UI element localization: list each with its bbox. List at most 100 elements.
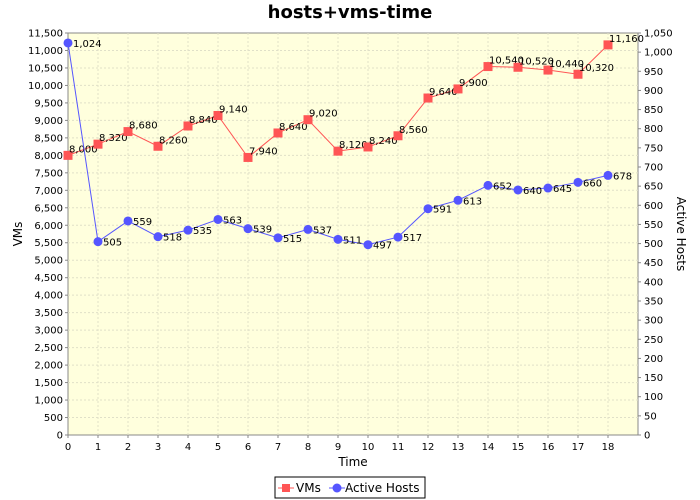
right-tick-label: 500 xyxy=(644,239,663,250)
hosts-point xyxy=(93,237,103,247)
hosts-point xyxy=(63,38,73,48)
right-tick-label: 250 xyxy=(644,335,663,346)
left-tick-label: 3,500 xyxy=(34,308,63,319)
vms-point xyxy=(453,84,463,94)
right-tick-label: 200 xyxy=(644,354,663,365)
hosts-point xyxy=(123,216,133,226)
legend: VMs Active Hosts xyxy=(274,476,426,499)
hosts-data-label: 645 xyxy=(553,184,572,195)
left-tick-label: 8,500 xyxy=(34,133,63,144)
hosts-data-label: 1,024 xyxy=(73,39,102,50)
right-tick-label: 300 xyxy=(644,316,663,327)
x-tick-label: 18 xyxy=(602,442,615,453)
vms-point xyxy=(303,115,313,125)
x-tick-label: 2 xyxy=(125,442,131,453)
hosts-data-label: 678 xyxy=(613,171,632,182)
hosts-point xyxy=(453,195,463,205)
left-tick-label: 1,000 xyxy=(34,396,63,407)
right-tick-label: 900 xyxy=(644,86,663,97)
vms-data-label: 9,140 xyxy=(219,104,248,115)
hosts-data-label: 515 xyxy=(283,234,302,245)
x-tick-label: 6 xyxy=(245,442,251,453)
legend-vms-label: VMs xyxy=(296,481,321,495)
hosts-data-label: 563 xyxy=(223,215,242,226)
vms-point xyxy=(513,62,523,72)
right-tick-label: 800 xyxy=(644,124,663,135)
vms-point xyxy=(213,110,223,120)
left-axis-label: VMs xyxy=(11,222,25,247)
vms-point xyxy=(483,62,493,72)
right-tick-label: 850 xyxy=(644,105,663,116)
left-tick-label: 7,500 xyxy=(34,168,63,179)
vms-data-label: 9,020 xyxy=(309,109,338,120)
series-hosts: 1,024 505 559 518 535 563 539 515 537 511 497 517 59… xyxy=(63,38,632,252)
right-tick-label: 350 xyxy=(644,297,663,308)
hosts-data-label: 518 xyxy=(163,233,182,244)
vms-data-label: 9,900 xyxy=(459,78,488,89)
right-tick-label: 150 xyxy=(644,373,663,384)
hosts-point xyxy=(483,180,493,190)
x-tick-label: 14 xyxy=(482,442,495,453)
vms-data-label: 8,320 xyxy=(99,133,128,144)
hosts-data-label: 660 xyxy=(583,178,602,189)
vms-point xyxy=(153,141,163,151)
left-tick-label: 10,500 xyxy=(28,63,63,74)
hosts-point xyxy=(543,183,553,193)
vms-point xyxy=(93,139,103,149)
hosts-point xyxy=(273,233,283,243)
x-tick-label: 1 xyxy=(95,442,101,453)
left-tick-label: 9,500 xyxy=(34,98,63,109)
right-tick-label: 550 xyxy=(644,220,663,231)
right-axis: 0 50 100 150 200 250 300 350 400 450 500 550 600 650 7… xyxy=(638,29,673,442)
right-tick-label: 1,050 xyxy=(644,29,673,40)
left-tick-label: 8,000 xyxy=(34,151,63,162)
x-tick-label: 0 xyxy=(65,442,71,453)
hosts-point xyxy=(243,224,253,234)
hosts-point xyxy=(153,232,163,242)
hosts-point xyxy=(183,225,193,235)
x-axis-label: Time xyxy=(337,455,367,469)
vms-data-label: 10,320 xyxy=(579,63,614,74)
vms-point xyxy=(393,131,403,141)
left-tick-label: 500 xyxy=(44,413,63,424)
vms-data-label: 10,440 xyxy=(549,59,584,70)
legend-box xyxy=(274,476,426,499)
left-tick-label: 5,000 xyxy=(34,256,63,267)
vms-data-label: 8,840 xyxy=(189,115,218,126)
right-tick-label: 750 xyxy=(644,143,663,154)
vms-data-label: 9,640 xyxy=(429,87,458,98)
x-tick-label: 12 xyxy=(422,442,435,453)
hosts-point xyxy=(513,185,523,195)
left-tick-label: 2,000 xyxy=(34,361,63,372)
vms-point xyxy=(183,121,193,131)
hosts-data-label: 559 xyxy=(133,217,152,228)
x-axis: 0 1 2 3 4 5 6 7 8 9 10 11 12 13 14 15 16 17 18 xyxy=(65,435,615,453)
hosts-point xyxy=(573,177,583,187)
hosts-data-label: 535 xyxy=(193,226,212,237)
hosts-data-label: 517 xyxy=(403,233,422,244)
left-tick-label: 6,500 xyxy=(34,203,63,214)
right-axis-label: Active Hosts xyxy=(674,197,688,272)
vms-point xyxy=(63,150,73,160)
vms-data-label: 10,540 xyxy=(489,56,524,67)
right-tick-label: 600 xyxy=(644,201,663,212)
vms-data-label: 10,520 xyxy=(519,56,554,67)
hosts-point xyxy=(303,224,313,234)
x-tick-label: 11 xyxy=(392,442,405,453)
vms-point xyxy=(243,152,253,162)
x-tick-label: 8 xyxy=(305,442,311,453)
hosts-point xyxy=(213,214,223,224)
vms-data-label: 8,260 xyxy=(159,135,188,146)
vms-data-label: 8,000 xyxy=(69,144,98,155)
vms-point xyxy=(543,65,553,75)
left-tick-label: 1,500 xyxy=(34,378,63,389)
hosts-data-label: 591 xyxy=(433,205,452,216)
right-tick-label: 700 xyxy=(644,163,663,174)
left-tick-label: 4,500 xyxy=(34,273,63,284)
x-tick-label: 5 xyxy=(215,442,221,453)
hosts-data-label: 505 xyxy=(103,238,122,249)
right-tick-label: 100 xyxy=(644,392,663,403)
x-tick-label: 4 xyxy=(185,442,191,453)
legend-hosts-label: Active Hosts xyxy=(345,481,420,495)
